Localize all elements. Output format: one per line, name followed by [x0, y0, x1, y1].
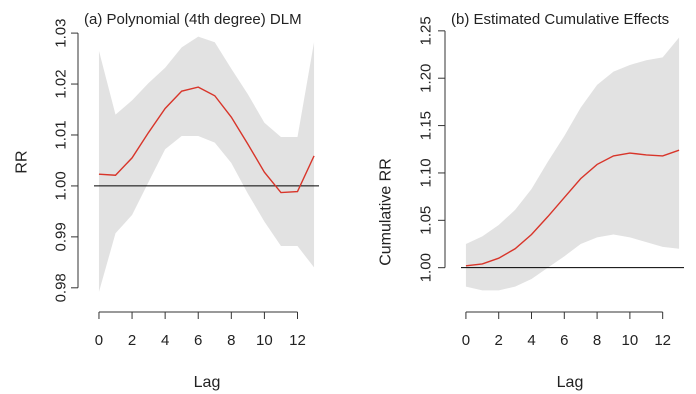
x-tick-label: 8 — [593, 332, 601, 349]
y-tick-label: 0.98 — [53, 273, 70, 302]
estimate-line — [98, 86, 315, 194]
x-tick-label: 10 — [256, 332, 273, 349]
y-axis-title: RR — [14, 150, 31, 173]
x-tick-label: 4 — [527, 332, 535, 349]
panel-b: 1.00 1.05 1.10 1.15 1.20 1.25 0 2 4 6 8 10 12 Lag Cumu… — [378, 11, 684, 391]
x-tick-label: 12 — [289, 332, 306, 349]
estimate-line — [465, 149, 680, 267]
y-tick-label: 0.99 — [52, 222, 69, 251]
x-tick-label: 2 — [128, 332, 136, 349]
confidence-band — [98, 36, 315, 292]
x-tick-label: 10 — [622, 332, 639, 349]
y-tick-label: 1.00 — [53, 171, 70, 200]
panel-title: (a) Polynomial (4th degree) DLM — [84, 11, 302, 28]
x-tick-label: 6 — [560, 332, 568, 349]
y-axis-title: Cumulative RR — [378, 158, 395, 266]
panel-title: (b) Estimated Cumulative Effects — [451, 11, 669, 28]
x-axis-title: Lag — [557, 374, 584, 391]
y-tick-label: 1.00 — [418, 253, 435, 282]
y-tick-label: 1.03 — [53, 18, 70, 47]
x-tick-label: 0 — [462, 332, 470, 349]
confidence-band — [465, 37, 680, 291]
y-tick-label: 1.01 — [53, 120, 70, 149]
y-tick-label: 1.05 — [417, 206, 434, 235]
y-tick-label: 1.20 — [418, 64, 435, 93]
x-tick-label: 4 — [161, 332, 169, 349]
y-tick-label: 1.25 — [418, 16, 435, 45]
y-tick-label: 1.10 — [417, 158, 434, 187]
x-axis-title: Lag — [194, 374, 221, 391]
panel-a: 0.98 0.99 1.00 1.01 1.02 1.03 0 2 4 6 8 10 12 Lag RR (a… — [14, 11, 319, 391]
y-tick-label: 1.02 — [52, 69, 69, 98]
x-tick-label: 12 — [654, 332, 671, 349]
x-tick-label: 8 — [227, 332, 235, 349]
x-tick-label: 0 — [95, 332, 103, 349]
y-tick-label: 1.15 — [417, 111, 434, 140]
x-tick-label: 6 — [194, 332, 202, 349]
x-tick-label: 2 — [495, 332, 503, 349]
